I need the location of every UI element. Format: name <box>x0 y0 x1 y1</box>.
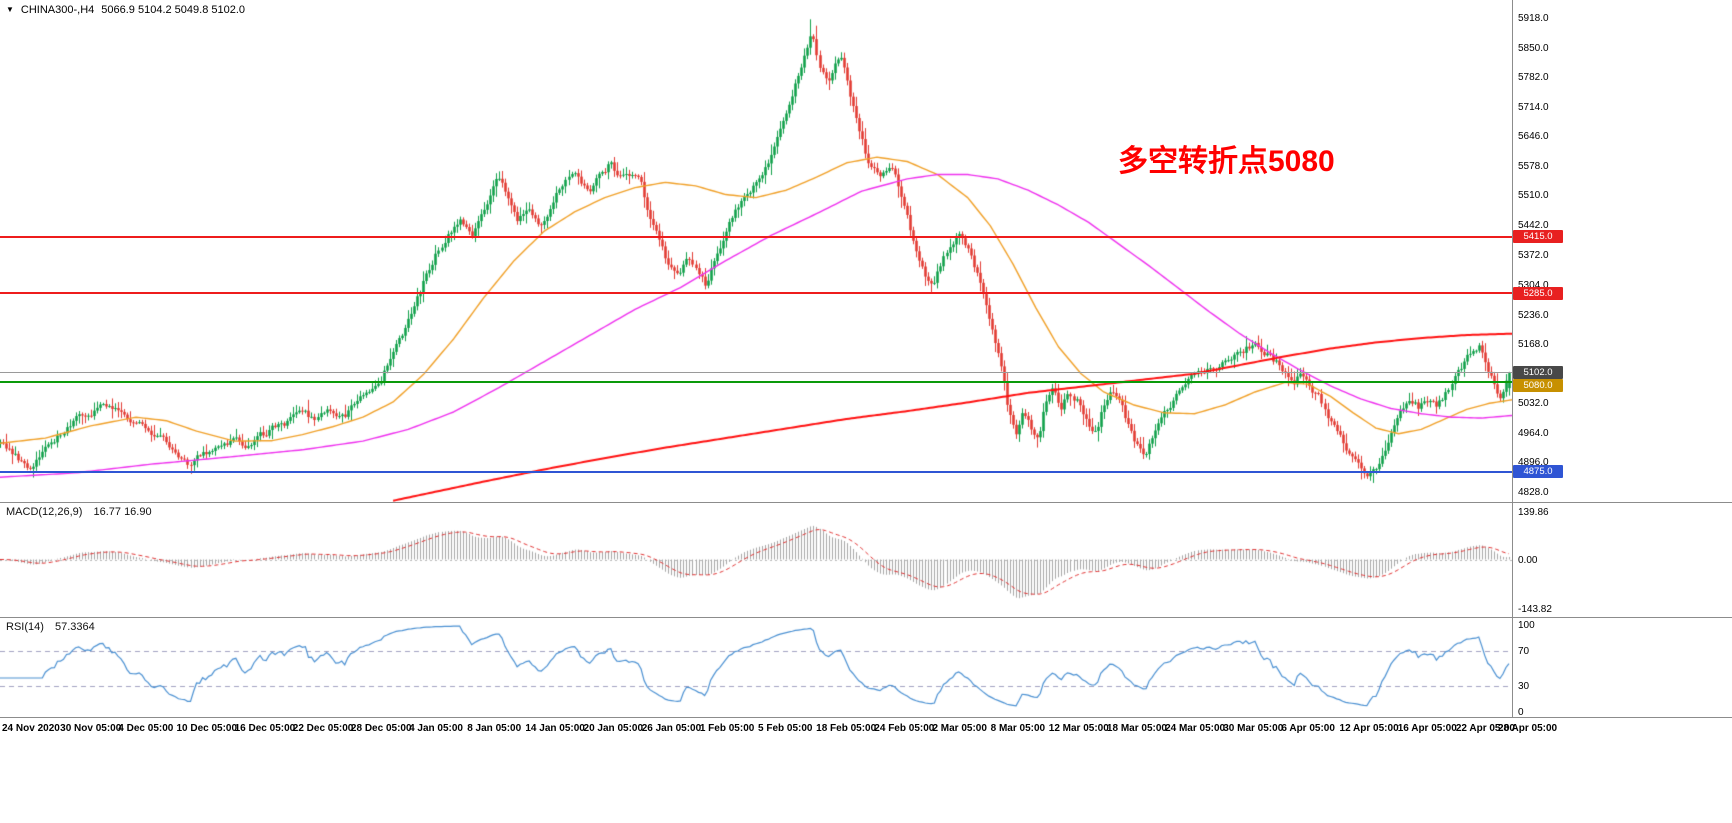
time-axis-label: 8 Jan 05:00 <box>467 723 522 734</box>
price-axis-label: 5646.0 <box>1518 131 1549 143</box>
macd-axis-label: 139.86 <box>1518 506 1549 518</box>
current-price-5102-line[interactable] <box>0 372 1512 374</box>
price-axis-label: 5442.0 <box>1518 219 1549 231</box>
resistance-5285-line[interactable] <box>0 292 1512 295</box>
rsi-axis-label: 30 <box>1518 680 1530 692</box>
ohlc-values: 5066.9 5104.2 5049.8 5102.0 <box>101 4 246 16</box>
price-axis-label: 5782.0 <box>1518 72 1549 84</box>
price-axis-label: 5236.0 <box>1518 309 1549 321</box>
time-axis-label: 24 Mar 05:00 <box>1165 723 1226 734</box>
time-axis-label: 30 Nov 05:00 <box>60 723 122 734</box>
time-axis-label: 16 Dec 05:00 <box>234 723 296 734</box>
time-axis-label: 16 Apr 05:00 <box>1397 723 1457 734</box>
macd-axis-label: 0.00 <box>1518 554 1538 566</box>
price-axis-label: 5510.0 <box>1518 190 1549 202</box>
pivot-5080-line[interactable] <box>0 381 1512 384</box>
pane-separator <box>0 502 1732 503</box>
time-axis[interactable]: 24 Nov 2020 30 Nov 05:00 4 Dec 05:00 10 Dec… <box>0 717 1732 753</box>
time-axis-label: 1 Feb 05:00 <box>699 723 755 734</box>
scale-border <box>1512 0 1513 717</box>
pane-separator <box>0 617 1732 618</box>
time-axis-label: 26 Jan 05:00 <box>641 723 702 734</box>
price-axis-label: 5714.0 <box>1518 101 1549 113</box>
time-axis-label: 20 Jan 05:00 <box>583 723 644 734</box>
rsi-pane-canvas[interactable] <box>0 618 1512 716</box>
time-axis-label: 10 Dec 05:00 <box>176 723 238 734</box>
macd-pane-label: MACD(12,26,9) 16.77 16.90 <box>6 506 152 518</box>
rsi-axis-label: 0 <box>1518 707 1524 718</box>
macd-indicator-name: MACD(12,26,9) <box>6 506 83 518</box>
time-axis-label: 4 Jan 05:00 <box>409 723 463 734</box>
resistance-5415-line[interactable] <box>0 235 1512 238</box>
time-axis-label: 8 Mar 05:00 <box>990 723 1046 734</box>
time-axis-label: 2 Mar 05:00 <box>932 723 987 734</box>
rsi-pane-label: RSI(14) 57.3364 <box>6 621 95 633</box>
chart-header: ▼ CHINA300-,H4 5066.9 5104.2 5049.8 5102… <box>6 4 245 16</box>
time-axis-label: 28 Apr 05:00 <box>1498 723 1558 734</box>
current-price-5102-badge: 5102.0 <box>1513 366 1563 380</box>
resistance-5415-badge: 5415.0 <box>1513 230 1563 244</box>
price-axis-label: 5304.0 <box>1518 280 1549 291</box>
symbol-timeframe-label: CHINA300-,H4 <box>20 4 95 16</box>
time-axis-label: 22 Apr 05:00 <box>1455 723 1515 734</box>
time-axis-label: 12 Apr 05:00 <box>1339 723 1399 734</box>
rsi-indicator-name: RSI(14) <box>6 621 44 633</box>
price-axis-label: 4964.0 <box>1518 427 1549 439</box>
time-axis-label: 6 Apr 05:00 <box>1281 723 1335 734</box>
macd-pane-canvas[interactable] <box>0 503 1512 616</box>
annotation-text[interactable]: 多空转折点5080 <box>1118 145 1335 178</box>
price-axis-label: 5850.0 <box>1518 42 1549 54</box>
price-axis-label: 4896.0 <box>1518 457 1549 469</box>
price-scale-column[interactable]: 5918.0 5850.0 5782.0 5714.0 5646.0 5578.0 5510… <box>1512 0 1732 718</box>
price-axis-label: 5372.0 <box>1518 250 1549 262</box>
price-axis-label: 5032.0 <box>1518 398 1549 410</box>
resistance-5285-badge: 5285.0 <box>1513 286 1563 300</box>
price-axis-label: 5918.0 <box>1518 13 1549 24</box>
price-axis-label: 5578.0 <box>1518 160 1549 172</box>
time-axis-label: 5 Feb 05:00 <box>758 723 813 734</box>
time-axis-label: 14 Jan 05:00 <box>525 723 585 734</box>
time-axis-label: 12 Mar 05:00 <box>1048 723 1109 734</box>
time-axis-label: 24 Nov 2020 <box>2 723 60 734</box>
pivot-5080-badge: 5080.0 <box>1513 379 1563 393</box>
support-4875-line[interactable] <box>0 470 1512 473</box>
price-axis-label: 4828.0 <box>1518 487 1549 498</box>
time-axis-label: 18 Mar 05:00 <box>1106 723 1167 734</box>
time-axis-label: 30 Mar 05:00 <box>1223 723 1284 734</box>
rsi-axis-label: 100 <box>1518 620 1535 631</box>
rsi-axis-label: 70 <box>1518 646 1530 658</box>
rsi-indicator-value: 57.3364 <box>54 621 95 633</box>
macd-axis-label: -143.82 <box>1518 603 1552 615</box>
time-axis-label: 4 Dec 05:00 <box>118 723 174 734</box>
price-chart-canvas[interactable] <box>0 0 1512 502</box>
time-axis-label: 22 Dec 05:00 <box>292 723 354 734</box>
macd-indicator-values: 16.77 16.90 <box>93 506 152 518</box>
pane-separator <box>0 717 1732 718</box>
time-axis-label: 24 Feb 05:00 <box>874 723 935 734</box>
time-axis-label: 18 Feb 05:00 <box>816 723 877 734</box>
support-4875-badge: 4875.0 <box>1513 465 1563 479</box>
collapse-triangle-icon[interactable]: ▼ <box>6 4 14 14</box>
time-axis-label: 28 Dec 05:00 <box>350 723 412 734</box>
price-axis-label: 5168.0 <box>1518 339 1549 351</box>
